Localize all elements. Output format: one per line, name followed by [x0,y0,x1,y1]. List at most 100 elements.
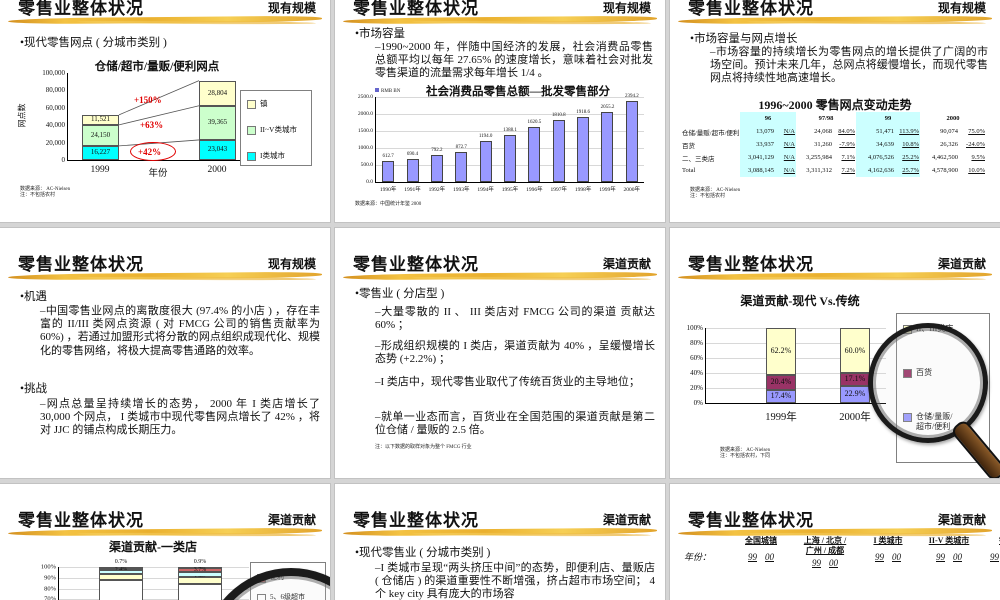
slide-title: 零售业整体状况 [353,255,479,274]
slide-8-modern-retail-by-city[interactable]: 零售业整体状况 渠道贡献 •现代零售业 ( 分城市类别 ) –I 类城市呈现“两… [335,484,665,600]
slide-9-city-class-years[interactable]: 零售业整体状况 渠道贡献 年份： 全国城镇 99 00 上海 / 北京 / 广州 / 成… [670,484,1000,600]
gridline [59,588,249,590]
bar-segment [99,567,143,571]
paragraph: –市场容量的持续增长为零售网点的增长提供了广阔的市场空间。预计未来几年，总网点将… [710,46,988,85]
bar-segment [178,584,222,600]
bar-segment-label: 0.7% [114,559,128,565]
bullet: •市场容量与网点增长 [690,33,798,45]
bar-segment: 17.1% [840,373,870,386]
legend-item: 镇 [247,99,268,109]
year-value: 99 [812,558,821,568]
year-value: 99 [875,552,884,562]
slide-tag: 现有规模 [602,1,651,15]
bar-value-label: 690.4 [406,151,419,157]
bar-segment-label: 62.2% [770,346,792,356]
x-axis-label: 2000 [207,165,227,175]
bar-segment: 11,521 [82,114,119,125]
slide-6-channel-modern-vs-traditional[interactable]: 零售业整体状况 渠道贡献 渠道贡献-现代 Vs.传统 100% 80% 60% 40%… [670,228,1000,478]
gridline [376,114,644,115]
bar-segment [178,571,222,578]
table-pct-cell: 7.1% [841,154,855,161]
bar-segment-label: 11,521 [91,115,110,124]
paragraph: –I 类城市呈现“两头挤压中间”的态势，即便利店、量贩店 ( 仓储店 ) 的渠道… [375,562,655,600]
table-value-cell: 51,471 [856,125,896,138]
brush-underline [342,527,658,537]
table-column-header: 2000 [946,115,960,122]
table-pct-cell: 75.0% [968,128,985,135]
paragraph-2: –形成组织规模的 I 类店，渠道贡献为 40% ，呈缓慢增长态势 (+2.2%)… [375,340,655,366]
bar [504,134,516,182]
slide-title: 零售业整体状况 [18,0,144,18]
table-row-label: 百货 [682,142,695,150]
x-axis-label: 1995年 [501,187,519,193]
bar-value-label: 1194.0 [478,134,493,140]
gridline [706,328,886,329]
bar [528,126,541,182]
slide-2-market-volume[interactable]: 零售业整体状况 现有规模 •市场容量 –1990~2000 年，伴随中国经济的发… [335,0,665,222]
footnote: 注：不包括农村，下同 [720,454,771,459]
data-source: 数据来源： AC-Nielsen [20,187,71,192]
slide-title: 零售业整体状况 [18,255,144,274]
y-axis-tick: 100% [40,563,56,571]
bar-segment-label: 24,150 [90,130,111,139]
x-axis-label: 1992年 [428,187,446,193]
slide-title: 零售业整体状况 [353,0,479,18]
brush-underline [342,15,658,25]
slide-5-retail-by-store-type[interactable]: 零售业整体状况 渠道贡献 •零售业 ( 分店型 ) –大量零散的 II 、 II… [335,228,665,478]
bar-segment-label: 22.9% [844,389,866,399]
table-pct-cell: 7.2% [841,167,855,174]
y-axis-tick: 0.0 [366,179,373,185]
x-axis-label: 年份 [148,169,168,179]
y-axis-tick: 2000.0 [357,111,373,117]
chart-title: 渠道贡献-一类店 [109,540,197,554]
legend-item: II~V类城市 [247,125,297,135]
bar-segment: 60.0% [840,328,870,373]
table-column-header: 镇 [982,536,1000,546]
paragraph-challenge: –网点总量呈持续增长的态势， 2000 年 I 类店增长了 30,000 个网点… [40,398,320,437]
slide-title: 零售业整体状况 [688,255,814,274]
slide-7-channel-class1-chart[interactable]: 零售业整体状况 渠道贡献 渠道贡献-一类店 100%90%80%70%60%50… [0,484,330,600]
bar-segment: 22.9% [840,385,870,403]
slide-3-outlet-trend-table[interactable]: 零售业整体状况 现有规模 •市场容量与网点增长 –市场容量的持续增长为零售网点的… [670,0,1000,222]
slide-4-opportunity-challenge[interactable]: 零售业整体状况 现有规模 •机遇 –中国零售业网点的离散度很大 (97.4% 的… [0,228,330,478]
gridline [376,97,644,98]
bar-segment-label: 28,804 [207,88,228,97]
bar-value-label: 2394.2 [624,93,639,99]
bar [455,152,468,182]
table-pct-cell: N/A [776,151,796,164]
slide-title: 零售业整体状况 [353,511,479,530]
bar-segment [99,580,143,600]
table-column: 上海 / 北京 / 广州 / 成都 99 00 [790,536,860,568]
table-column-header: 全国城镇 [745,536,777,545]
slide-title: 零售业整体状况 [688,0,814,18]
bar-value-label: 1620.5 [527,119,542,125]
y-axis-tick: 0% [693,399,703,407]
y-axis-tick: 40% [690,369,703,377]
legend-label: II~V类城市 [260,125,297,134]
y-axis-tick: 40,000 [45,121,65,130]
table-value-cell: 3,255,984 [806,154,832,161]
bar-value-label: 2055.2 [600,105,615,111]
y-axis-tick: 1000.0 [357,145,373,151]
y-axis-tick: 80% [690,339,703,347]
table-column: 全国城镇 99 00 [732,536,790,568]
bar-segment-label: 60.0% [844,345,866,355]
table-pct-cell: 25.7% [896,164,920,177]
footnote: 注：不包括农村 [690,194,726,199]
slide-1-outlets-chart[interactable]: 零售业整体状况 现有规模 •现代零售网点 ( 分城市类别 ) 仓储/超市/量贩/… [0,0,330,222]
bar [625,100,638,182]
footnote: 注：以下数据的取样对象为整个 FMCG 行业 [375,445,472,450]
brush-underline [342,271,658,281]
bar-segment-label: 16,227 [90,148,111,157]
brush-underline [7,271,323,281]
gridline [376,131,644,132]
table-pct-cell: 84.0% [838,128,855,135]
slide-tag: 渠道贡献 [602,257,651,271]
y-axis-title: 网点数 [17,103,27,128]
table-column: II-V 类城市 99 00 [916,536,982,568]
table-pct-cell: 25.2% [896,151,920,164]
